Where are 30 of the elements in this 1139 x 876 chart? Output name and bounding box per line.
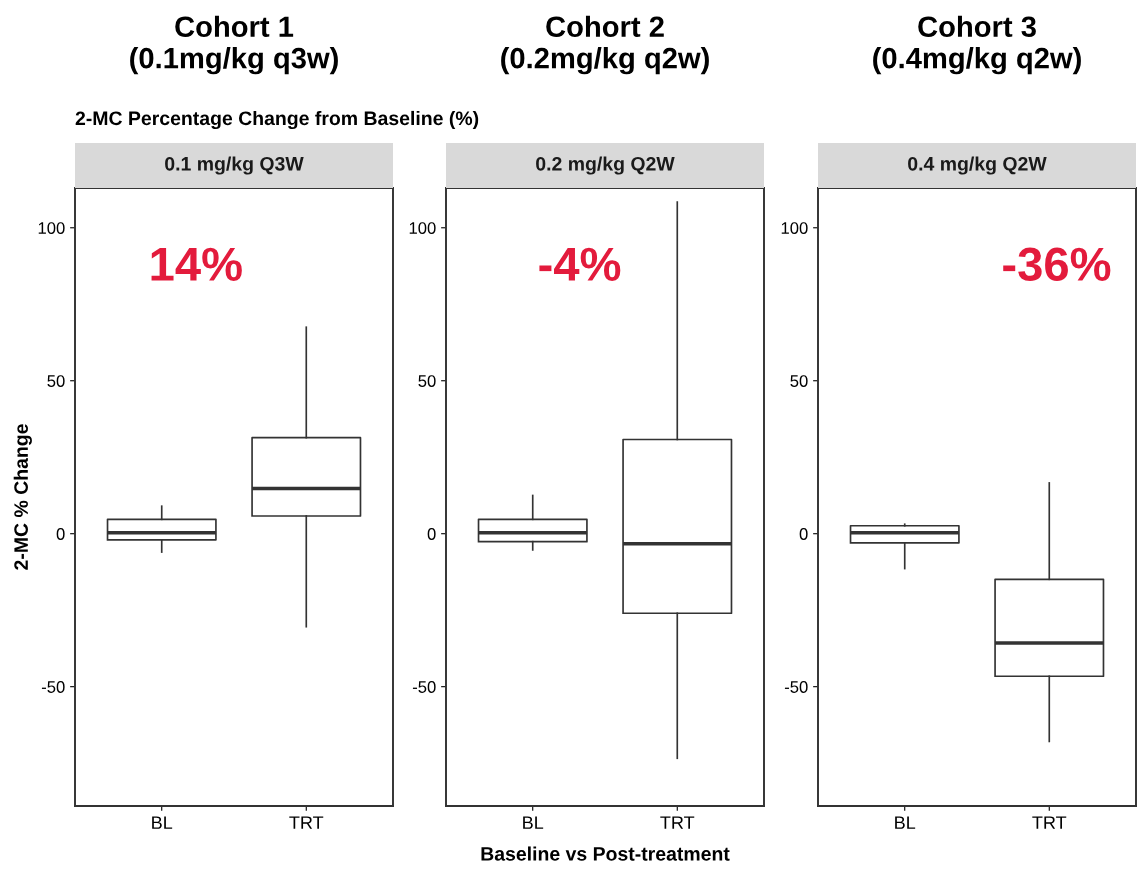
y-tick-label: -50 (41, 681, 65, 693)
chart-subtitle: 0.1 mg/kg Q3W (165, 156, 304, 175)
x-tick-label: BL (895, 816, 916, 829)
chart-title: Cohort 1 (0.1mg/kg q3w) (130, 15, 338, 75)
chart-title: Cohort 3 (0.4mg/kg q2w) (873, 15, 1081, 75)
annotation: 14% (151, 247, 242, 281)
y-tick-label: 100 (409, 222, 436, 234)
y-tick-label: 50 (47, 375, 65, 387)
annotation: -4% (539, 247, 621, 281)
y-tick-label: 0 (56, 528, 65, 540)
y-tick-label: -50 (784, 681, 808, 693)
y-axis-title: 2-MC % Change (13, 424, 32, 570)
y-tick-label: 50 (790, 375, 808, 387)
x-tick-label: BL (523, 816, 544, 829)
y-tick-label: 0 (427, 528, 436, 540)
y-tick-label: -50 (412, 681, 436, 693)
y-tick-label: 100 (38, 222, 65, 234)
x-tick-label: TRT (1032, 816, 1067, 829)
x-tick-label: TRT (289, 816, 324, 829)
chart-subtitle: 0.4 mg/kg Q2W (908, 156, 1047, 175)
y-tick-label: 100 (781, 222, 808, 234)
y-tick-label: 50 (418, 375, 436, 387)
chart-subtitle: 0.2 mg/kg Q2W (536, 156, 675, 175)
chart-title: Cohort 2 (0.2mg/kg q2w) (501, 15, 709, 75)
y-tick-label: 0 (799, 528, 808, 540)
x-axis-title: Baseline vs Post-treatment (481, 846, 730, 861)
annotation: -36% (1003, 247, 1111, 282)
text: 2-MC Percentage Change from Baseline (%) (75, 110, 479, 130)
x-tick-label: BL (152, 816, 173, 829)
x-tick-label: TRT (660, 816, 695, 829)
